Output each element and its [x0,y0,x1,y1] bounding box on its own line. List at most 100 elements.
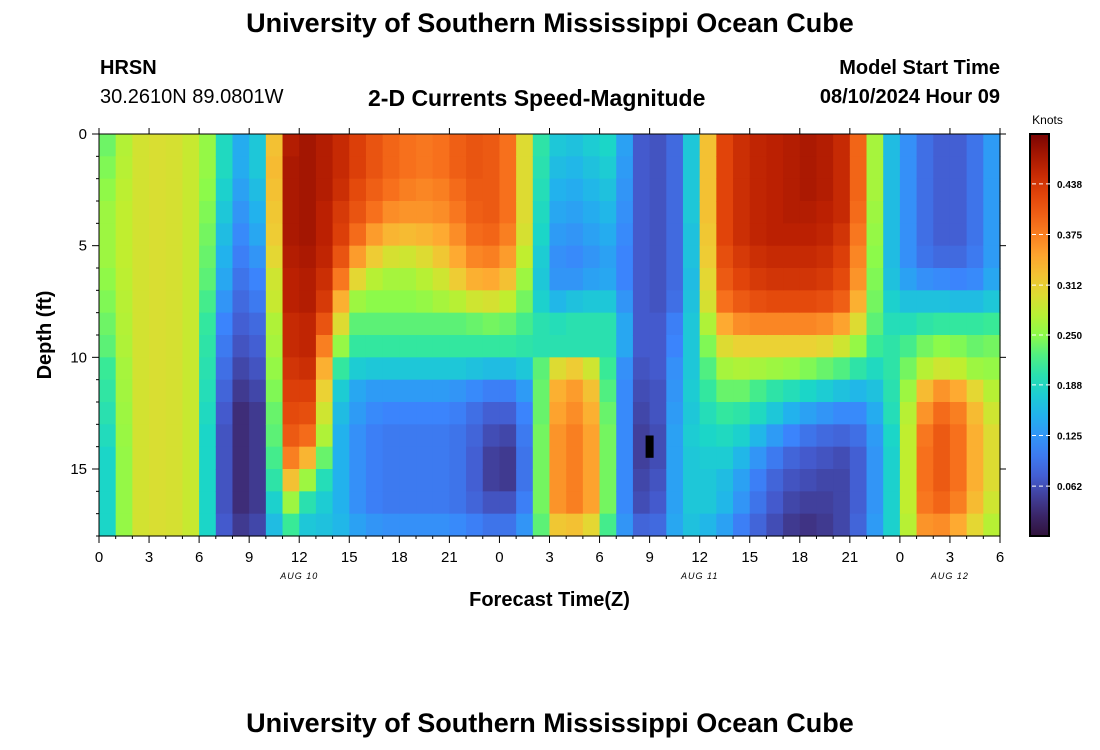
heatmap-cell [449,446,467,470]
heatmap-cell [949,156,968,180]
heatmap-cell [482,290,501,314]
heatmap-cell [482,424,501,448]
heatmap-cell [933,290,951,314]
heatmap-cell [482,379,501,403]
heatmap-cell [799,178,818,202]
heatmap-cell [699,491,717,515]
heatmap-cell [449,424,467,448]
x-tick-label: 21 [841,549,858,566]
heatmap-cell [682,379,701,403]
heatmap-cell [699,357,717,381]
heatmap-cell [799,156,818,180]
heatmap-cell [632,268,651,291]
heatmap-cell [349,379,367,403]
heatmap-cell [849,513,868,537]
heatmap-cell [466,245,484,269]
heatmap-cell [682,290,701,314]
heatmap-cell [232,335,250,358]
heatmap-cell [716,379,734,403]
heatmap-cell [549,201,567,224]
heatmap-cell [182,402,200,425]
heatmap-cell [916,245,934,269]
heatmap-cell [682,335,701,358]
heatmap-cell [115,357,133,381]
heatmap-cell [399,290,417,314]
heatmap-cell [182,223,200,247]
heatmap-cell [182,245,200,269]
heatmap-cell [165,379,184,403]
heatmap-cell [416,335,434,358]
heatmap-cell [315,513,334,537]
heatmap-cell [265,469,284,492]
heatmap-cell [349,424,367,448]
heatmap-cell [99,178,117,202]
heatmap-cell [299,245,317,269]
heatmap-cell [232,402,250,425]
heatmap-cell [165,335,184,358]
heatmap-cell [649,134,667,157]
heatmap-cell [132,424,150,448]
heatmap-cell [449,469,467,492]
heatmap-cell [549,357,567,381]
heatmap-cell [599,469,617,492]
heatmap-cell [916,469,934,492]
heatmap-cell [365,357,384,381]
heatmap-cell [349,469,367,492]
heatmap-cell [783,446,801,470]
heatmap-cell [165,446,184,470]
heatmap-cell [866,312,884,336]
heatmap-cell [149,290,167,314]
heatmap-cell [532,357,551,381]
heatmap-cell [99,491,117,515]
heatmap-cell [532,201,551,224]
heatmap-cell [399,424,417,448]
heatmap-cell [916,134,934,157]
heatmap-cell [899,134,918,157]
heatmap-cell [733,156,751,180]
heatmap-cell [983,156,1001,180]
heatmap-cell [149,268,167,291]
heatmap-cell [516,446,534,470]
heatmap-cell [866,290,884,314]
heatmap-cell [282,201,300,224]
heatmap-cell [966,357,984,381]
heatmap-cell [866,245,884,269]
heatmap-cell [816,379,834,403]
heatmap-cell [816,312,834,336]
heatmap-cell [215,379,234,403]
heatmap-cell [165,178,184,202]
heatmap-cell [866,134,884,157]
heatmap-cell [783,134,801,157]
heatmap-cell [733,290,751,314]
heatmap-cell [866,424,884,448]
heatmap-cell [332,424,350,448]
heatmap-cell [265,156,284,180]
heatmap-cell [232,245,250,269]
heatmap-cell [749,469,768,492]
heatmap-cell [866,335,884,358]
heatmap-cell [516,379,534,403]
heatmap-cell [733,178,751,202]
heatmap-cell [499,268,517,291]
heatmap-cell [949,491,968,515]
heatmap-cell [282,223,300,247]
heatmap-cell [666,469,684,492]
heatmap-cell [165,312,184,336]
heatmap-cell [566,402,584,425]
heatmap-cell [816,290,834,314]
heatmap-cell [299,335,317,358]
heatmap-cell [983,446,1001,470]
heatmap-cell [382,469,400,492]
heatmap-cell [816,446,834,470]
heatmap-cell [399,379,417,403]
heatmap-cell [983,201,1001,224]
heatmap-cell [232,379,250,403]
heatmap-cell [199,335,217,358]
heatmap-cell [399,178,417,202]
heatmap-cell [549,424,567,448]
heatmap-cell [783,379,801,403]
heatmap-cell [733,245,751,269]
heatmap-cell [649,357,667,381]
heatmap-cell [816,223,834,247]
heatmap-cell [949,268,968,291]
